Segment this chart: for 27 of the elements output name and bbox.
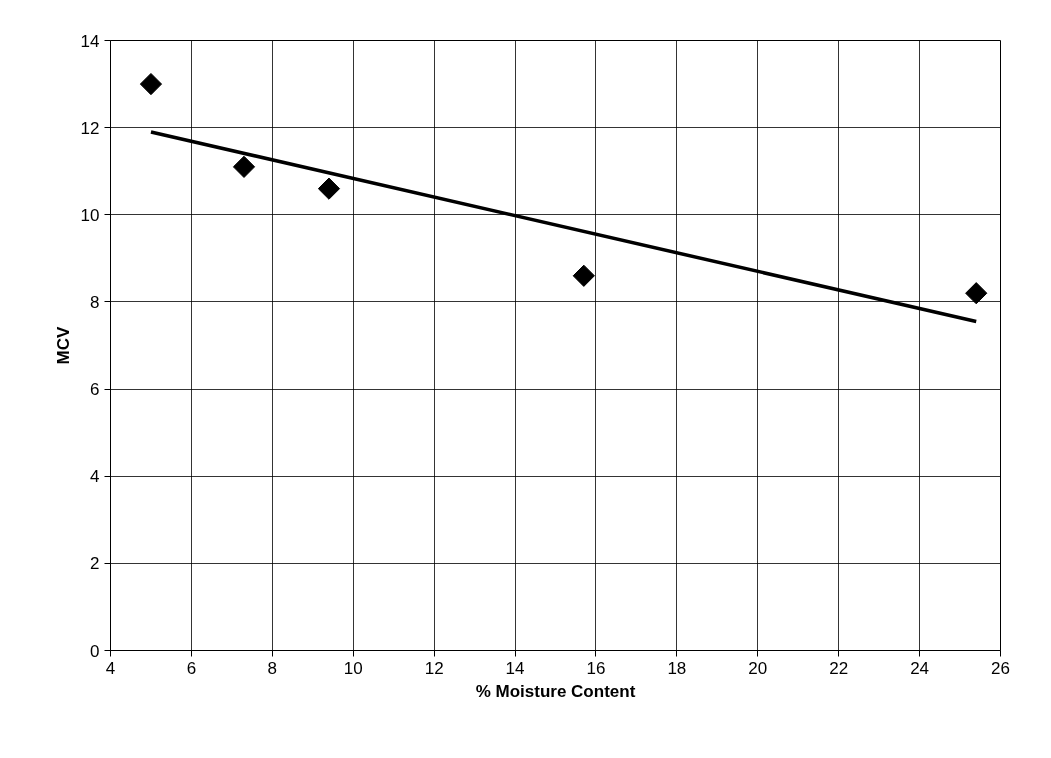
x-tick-label: 26 (991, 658, 1010, 678)
x-tick-label: 16 (586, 658, 606, 678)
point (572, 264, 595, 287)
y-tick-label: 0 (90, 641, 100, 661)
point (139, 72, 163, 96)
point (965, 282, 988, 305)
y-tick-label: 8 (90, 292, 100, 312)
y-tick-label: 4 (90, 467, 100, 487)
x-tick-label: 20 (748, 658, 768, 678)
x-tick-label: 24 (910, 658, 930, 678)
x-tick-label: 14 (505, 658, 525, 678)
y-tick-label: 6 (90, 380, 100, 400)
y-tick-label: 10 (80, 205, 100, 225)
point (317, 177, 341, 200)
x-tick-label: 12 (424, 658, 444, 678)
x-tick-label: 18 (667, 658, 687, 678)
x-tick-label: 8 (267, 658, 278, 678)
x-tick-label: 4 (105, 658, 116, 678)
x-tick-label: 22 (829, 658, 849, 678)
y-tick-label: 14 (80, 31, 100, 51)
y-tick-label: 2 (90, 554, 100, 574)
point (232, 155, 256, 178)
y-axis-title: MCV (53, 325, 73, 365)
x-tick-label: 6 (186, 658, 197, 678)
x-axis-title: % Moisture Content (475, 681, 636, 701)
x-tick-label: 10 (343, 658, 363, 678)
y-tick-label: 12 (80, 118, 100, 138)
